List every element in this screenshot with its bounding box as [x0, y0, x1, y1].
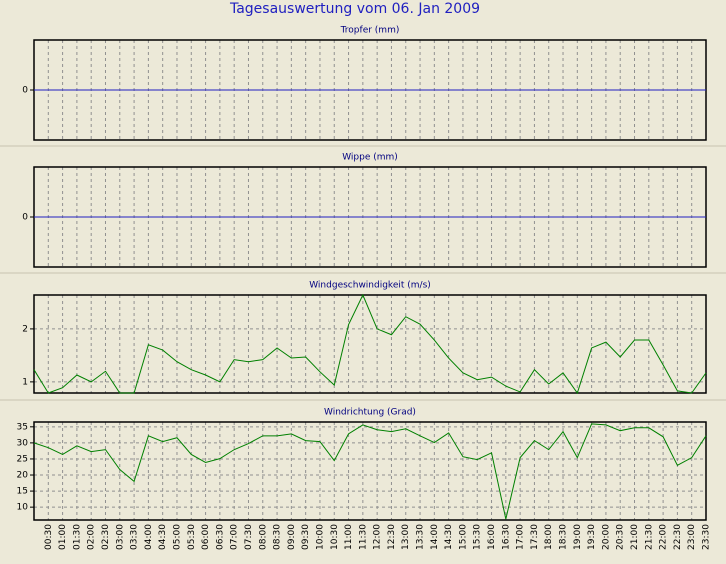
x-tick-label: 14:30: [444, 524, 454, 550]
x-tick-label: 07:30: [244, 524, 254, 550]
x-tick-label: 19:00: [573, 524, 583, 550]
x-tick-label: 18:30: [559, 524, 569, 550]
x-tick-label: 17:30: [530, 524, 540, 550]
x-tick-label: 22:30: [673, 524, 683, 550]
x-tick-label: 13:30: [416, 524, 426, 550]
x-tick-label: 08:30: [273, 524, 283, 550]
x-tick-label: 05:30: [187, 524, 197, 550]
x-tick-label: 16:30: [501, 524, 511, 550]
plot-frame: [33, 294, 707, 394]
x-tick-label: 04:00: [144, 524, 154, 550]
data-line: [33, 293, 707, 395]
x-tick-label: 23:00: [687, 524, 697, 550]
x-tick-label: 23:30: [702, 524, 712, 550]
x-tick-label: 08:00: [258, 524, 268, 550]
x-tick-label: 10:30: [330, 524, 340, 550]
y-tick-label: 2: [22, 324, 28, 334]
x-tick-label: 00:30: [44, 524, 54, 550]
y-tick-label: 0: [22, 213, 28, 223]
panel-title: Wippe (mm): [342, 153, 398, 163]
x-tick-label: 06:30: [215, 524, 225, 550]
main-title: Tagesauswertung vom 06. Jan 2009: [229, 1, 480, 17]
x-tick-label: 03:30: [130, 524, 140, 550]
x-tick-label: 01:00: [58, 524, 68, 550]
x-tick-label: 21:30: [644, 524, 654, 550]
x-tick-label: 07:00: [230, 524, 240, 550]
x-tick-label: 17:00: [516, 524, 526, 550]
x-tick-label: 13:00: [401, 524, 411, 550]
x-tick-label: 15:30: [473, 524, 483, 550]
x-tick-label: 22:00: [659, 524, 669, 550]
y-tick-label: 30: [17, 438, 29, 448]
x-tick-label: 04:30: [158, 524, 168, 550]
x-tick-label: 20:30: [616, 524, 626, 550]
x-tick-label: 16:00: [487, 524, 497, 550]
x-tick-label: 12:30: [387, 524, 397, 550]
x-tick-label: 19:30: [587, 524, 597, 550]
x-tick-label: 06:00: [201, 524, 211, 550]
data-line: [33, 423, 707, 520]
x-tick-label: 21:00: [630, 524, 640, 550]
x-tick-label: 20:00: [601, 524, 611, 550]
x-tick-label: 09:00: [287, 524, 297, 550]
y-tick-label: 10: [17, 503, 29, 513]
x-tick-label: 09:30: [301, 524, 311, 550]
y-tick-label: 25: [17, 454, 28, 464]
x-tick-label: 02:00: [87, 524, 97, 550]
x-tick-label: 03:00: [115, 524, 125, 550]
x-tick-label: 02:30: [101, 524, 111, 550]
y-tick-label: 35: [17, 422, 28, 432]
x-tick-label: 15:00: [458, 524, 468, 550]
y-tick-label: 15: [17, 487, 28, 497]
y-tick-label: 0: [22, 86, 28, 96]
y-tick-label: 1: [22, 377, 28, 387]
panel-title: Tropfer (mm): [340, 26, 400, 36]
plot-frame: [33, 421, 707, 521]
x-tick-label: 11:30: [358, 524, 368, 550]
x-tick-label: 14:00: [430, 524, 440, 550]
x-tick-label: 12:00: [373, 524, 383, 550]
panel-title: Windrichtung (Grad): [324, 408, 416, 418]
y-tick-label: 20: [17, 471, 29, 481]
x-tick-label: 05:00: [172, 524, 182, 550]
x-tick-label: 11:00: [344, 524, 354, 550]
panel-title: Windgeschwindigkeit (m/s): [309, 281, 431, 291]
x-tick-label: 01:30: [72, 524, 82, 550]
x-tick-label: 18:00: [544, 524, 554, 550]
x-tick-label: 10:00: [315, 524, 325, 550]
